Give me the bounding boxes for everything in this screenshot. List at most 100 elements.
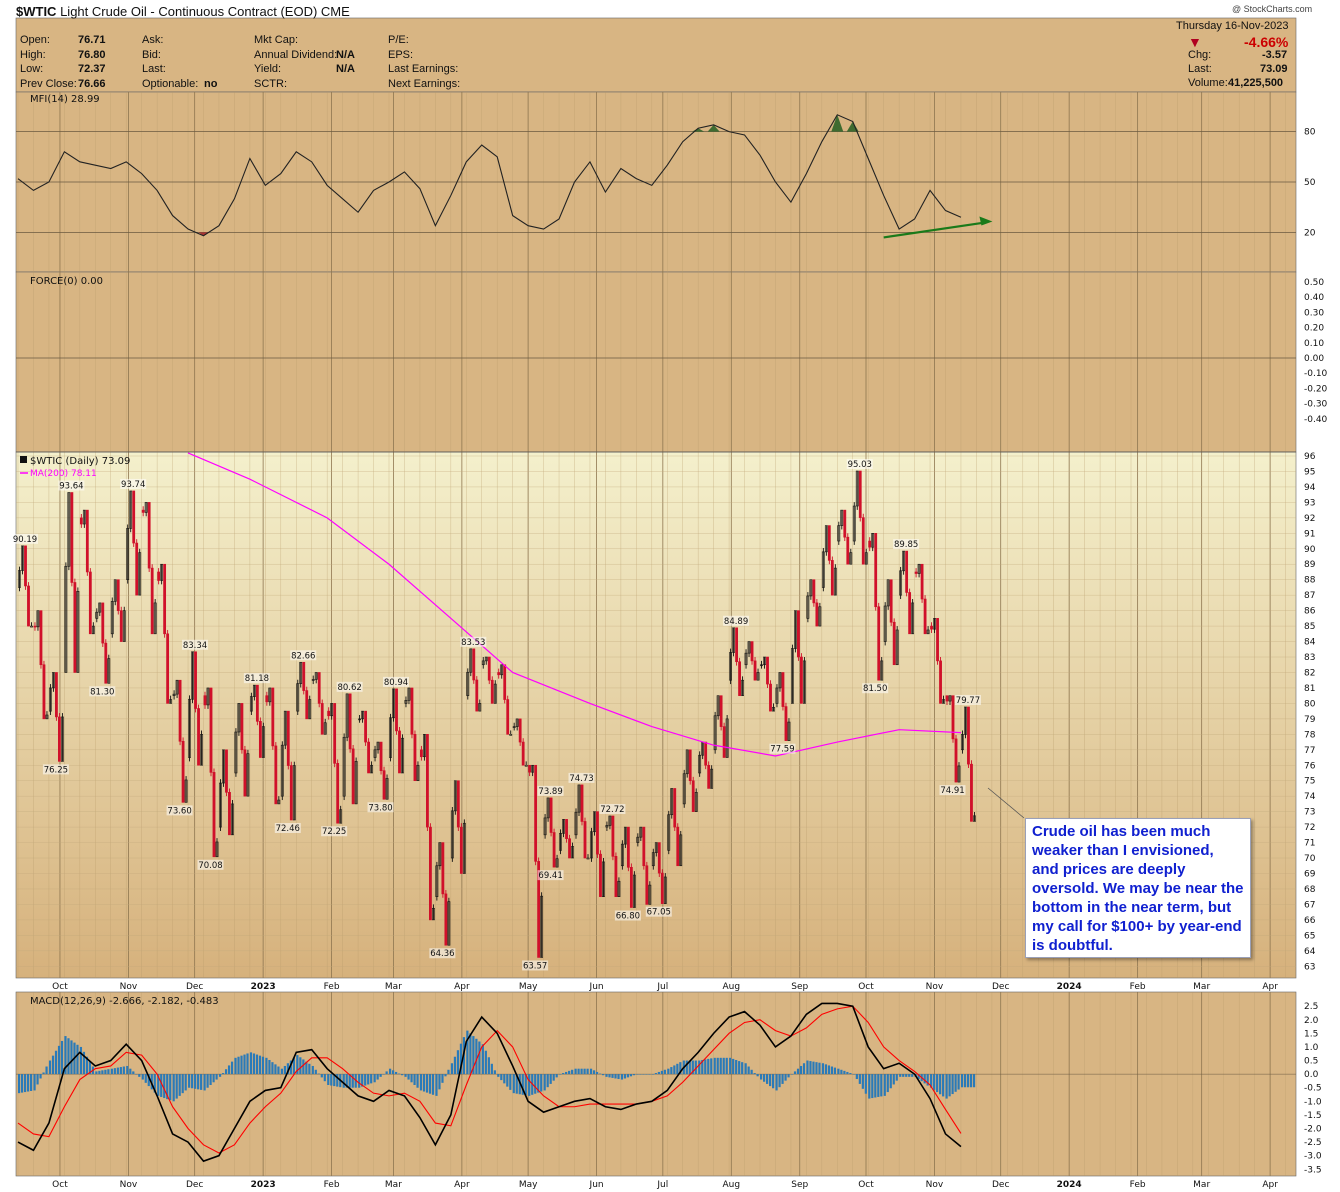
quote-col-bidask-label: Last: [142, 63, 166, 75]
macd-histogram-bar [144, 1074, 147, 1083]
quote-col-earnings-label: EPS: [388, 48, 414, 61]
candle-body [837, 525, 841, 542]
candle-body [163, 563, 167, 635]
quote-col-fundamentals-value: N/A [336, 63, 355, 75]
candle-body [45, 714, 49, 720]
last-value: 73.09 [1260, 63, 1288, 75]
candle-body [843, 509, 847, 538]
candle-body [719, 695, 723, 727]
candle-body [964, 706, 967, 735]
macd-histogram-bar [781, 1074, 784, 1084]
macd-histogram-bar [197, 1074, 200, 1090]
macd-histogram-bar [802, 1063, 806, 1075]
macd-histogram-bar [729, 1057, 732, 1075]
candle-body [42, 664, 46, 720]
candle-body [462, 822, 466, 874]
candle-body [382, 770, 386, 800]
y-tick-label: 80 [1304, 128, 1316, 138]
price-label-bg [58, 480, 85, 491]
x-tick-label: Feb [1130, 982, 1146, 992]
macd-histogram-bar [639, 1074, 642, 1075]
y-tick-label: 95 [1304, 467, 1315, 477]
price-label-bg [290, 650, 317, 661]
candle-body [562, 819, 565, 834]
price-label: 74.73 [569, 774, 593, 784]
candle-body [957, 765, 961, 783]
candle-body [747, 641, 751, 654]
macd-histogram-bar [252, 1053, 256, 1075]
x-tick-label: Mar [385, 982, 402, 992]
macd-histogram-bar [42, 1072, 45, 1075]
macd-histogram-bar [358, 1074, 361, 1088]
y-tick-label: 1.0 [1304, 1043, 1319, 1053]
macd-histogram-bar [184, 1074, 187, 1091]
quote-col-fundamentals-value: N/A [336, 48, 355, 61]
candle-body [39, 610, 43, 666]
candle-body [784, 706, 788, 741]
macd-histogram-bar [815, 1062, 818, 1075]
macd-histogram-bar [623, 1074, 627, 1079]
x-tick-label: Mar [1193, 982, 1210, 992]
macd-histogram-bar [500, 1074, 503, 1081]
candle-body [568, 838, 571, 859]
candle-body [160, 563, 164, 581]
chg-label: Chg: [1188, 49, 1212, 61]
ma200-legend: MA(200) 78.11 [30, 469, 97, 479]
candle-body [209, 687, 213, 773]
candle-body [367, 741, 370, 774]
candle-body [645, 865, 649, 905]
candle-body [602, 861, 605, 897]
macd-histogram-bar [642, 1074, 645, 1075]
volume-label: Volume: [1188, 77, 1228, 89]
macd-histogram-bar [191, 1074, 194, 1089]
macd-histogram-bar [348, 1074, 351, 1088]
price-label-bg [723, 615, 750, 626]
candle-body [970, 763, 973, 822]
macd-histogram-bar [806, 1060, 809, 1075]
candle-body [280, 744, 284, 797]
candle-body [333, 703, 337, 764]
candle-body [861, 517, 865, 565]
candle-body [61, 716, 64, 762]
candle-body [206, 687, 210, 706]
macd-histogram-bar [302, 1059, 305, 1075]
candle-body [858, 470, 862, 518]
macd-histogram-bar [772, 1074, 775, 1089]
price-label: 81.50 [863, 684, 887, 694]
macd-histogram-bar [933, 1074, 936, 1090]
macd-histogram-bar [490, 1063, 493, 1075]
candle-body [961, 734, 964, 751]
price-label-bg [182, 639, 209, 650]
x-tick-label: Oct [52, 1180, 68, 1190]
candle-body [942, 699, 945, 704]
candle-body [107, 658, 111, 684]
macd-histogram-bar [234, 1057, 237, 1075]
price-label: 72.72 [600, 805, 624, 815]
candle-body [868, 540, 872, 548]
macd-histogram-bar [880, 1074, 883, 1097]
candle-body [459, 826, 463, 874]
x-tick-label: Nov [926, 1180, 944, 1190]
candle-body [506, 699, 510, 735]
y-tick-label: 0.10 [1304, 339, 1324, 349]
candle-body [537, 861, 541, 958]
y-tick-label: 70 [1304, 854, 1316, 864]
symbol: $WTIC [16, 4, 57, 19]
macd-histogram-bar [107, 1069, 110, 1075]
macd-histogram-bar [595, 1071, 599, 1075]
candle-body [21, 545, 24, 571]
macd-histogram-bar [240, 1055, 243, 1075]
macd-histogram-bar [660, 1070, 663, 1075]
macd-histogram-bar [18, 1074, 21, 1094]
macd-histogram-bar [846, 1071, 849, 1075]
macd-histogram-bar [364, 1074, 367, 1086]
macd-histogram-bar [206, 1074, 209, 1088]
macd-histogram-bar [305, 1061, 308, 1075]
candle-body [920, 563, 924, 600]
macd-histogram-bar [555, 1074, 558, 1078]
y-tick-label: 63 [1304, 962, 1315, 972]
candle-body [797, 610, 800, 658]
candle-body [27, 585, 30, 627]
y-tick-label: -0.5 [1304, 1084, 1322, 1094]
price-label-bg [614, 910, 641, 921]
